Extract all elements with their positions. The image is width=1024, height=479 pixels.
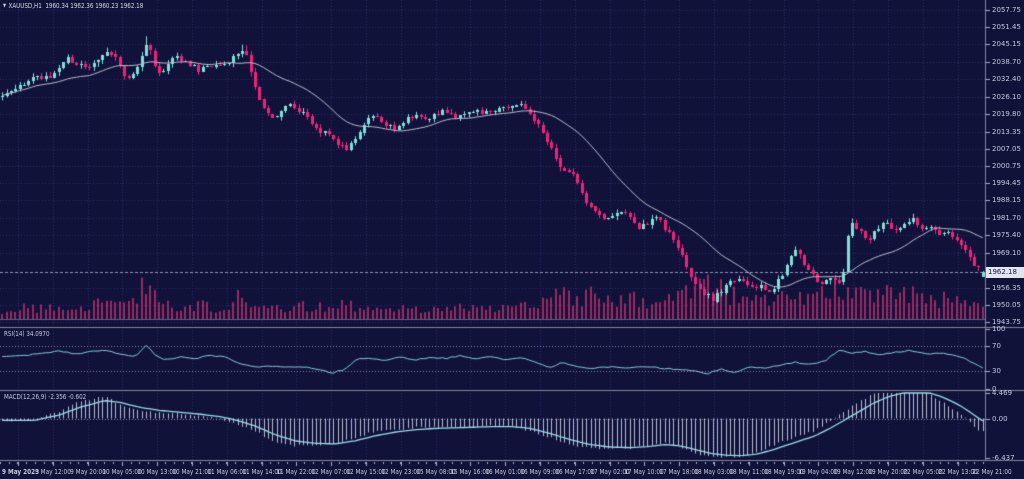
price-axis-label: 1950.05 [992,301,1021,309]
price-axis-label: 2013.35 [992,128,1021,136]
price-axis-label: 2038.70 [992,58,1021,66]
time-axis-label: 16 May 09:00 [520,468,560,476]
price-axis-label: 1988.15 [992,196,1021,204]
price-axis-label: 2045.15 [992,40,1021,48]
time-axis[interactable] [0,461,1024,479]
time-axis-label: 16 May 17:00 [555,468,595,476]
time-axis-label: 9 May 12:00 [35,468,71,476]
price-axis-label: 1975.40 [992,231,1021,239]
rsi-axis-label: 30 [992,367,1001,375]
time-axis-label: 18 May 19:00 [764,468,804,476]
time-axis-label: 12 May 15:00 [346,468,386,476]
price-axis-label: 1956.35 [992,284,1021,292]
rsi-axis-label: 0 [992,385,997,393]
chart-ohlc-title: ▼ XAUUSD,H1 1960.34 1962.36 1960.23 1962.… [3,2,143,10]
macd-indicator-label: MACD(12,26,9) -2.356 -0.602 [4,393,87,401]
time-axis-label: 9 May 20:00 [70,468,106,476]
chart-ohlc-values: 1960.34 1962.36 1960.23 1962.18 [45,2,144,10]
time-axis-label: 11 May 14:00 [242,468,282,476]
time-axis-label: 17 May 10:00 [624,468,664,476]
time-axis-label: 15 May 16:00 [450,468,490,476]
chart-symbol-period: XAUUSD,H1 [8,2,42,10]
rsi-axis-label: 70 [992,342,1001,350]
time-axis-label: 10 May 21:00 [172,468,212,476]
price-axis-label: 1943.75 [992,318,1021,326]
time-axis-label: 12 May 07:00 [311,468,351,476]
time-axis-label: 17 May 02:00 [590,468,630,476]
price-axis-label: 2057.75 [992,6,1021,14]
time-axis-label: 22 May 05:00 [903,468,943,476]
time-axis-label: 19 May 20:00 [868,468,908,476]
time-axis-label: 17 May 18:00 [659,468,699,476]
time-axis-label: 19 May 04:00 [798,468,838,476]
macd-axis-label: 4.469 [992,389,1013,397]
price-axis-label: 2032.40 [992,75,1021,83]
time-axis-label: 10 May 05:00 [102,468,142,476]
price-axis-label: 2019.80 [992,110,1021,118]
price-axis[interactable] [985,0,1024,461]
time-axis-label: 11 May 22:00 [276,468,316,476]
time-axis-label: 16 May 01:00 [485,468,525,476]
time-axis-label: 18 May 03:00 [694,468,734,476]
time-axis-label: 22 May 13:00 [938,468,978,476]
price-axis-label: 2007.05 [992,145,1021,153]
time-axis-label: 11 May 06:00 [207,468,247,476]
macd-axis-label: -6.437 [992,454,1015,462]
time-axis-label: 22 May 21:00 [972,468,1012,476]
time-axis-label: 15 May 08:00 [416,468,456,476]
price-axis-label: 2051.45 [992,23,1021,31]
time-axis-label: 19 May 12:00 [833,468,873,476]
current-price-badge: 1962.18 [986,267,1024,278]
price-axis-label: 2000.75 [992,162,1021,170]
price-axis-label: 1981.70 [992,214,1021,222]
price-axis-label: 1994.45 [992,179,1021,187]
time-axis-label: 10 May 13:00 [137,468,177,476]
rsi-axis-label: 100 [992,325,1006,333]
time-axis-label: 18 May 11:00 [729,468,769,476]
time-axis-label: 9 May 2023 [2,468,40,476]
rsi-indicator-label: RSI(14) 34.0970 [4,330,50,338]
macd-axis-label: 0.00 [992,415,1008,423]
symbol-dropdown-icon: ▼ [3,3,7,9]
price-axis-label: 2026.10 [992,93,1021,101]
time-axis-label: 12 May 23:00 [381,468,421,476]
price-axis-label: 1969.10 [992,249,1021,257]
